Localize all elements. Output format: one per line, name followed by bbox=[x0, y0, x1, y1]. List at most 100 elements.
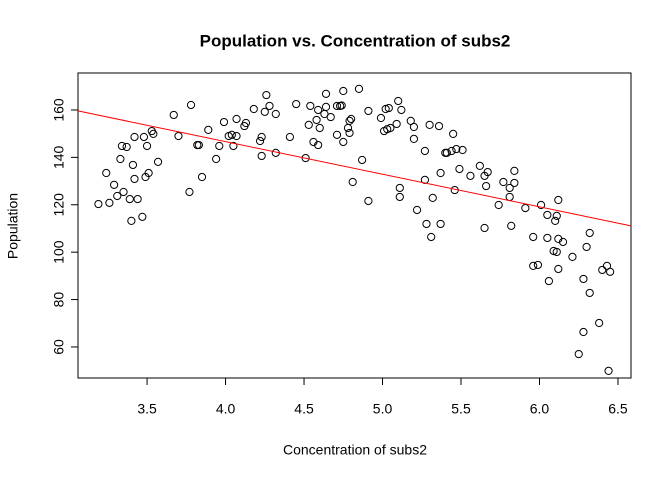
fit-line bbox=[77, 110, 632, 227]
point bbox=[219, 117, 229, 127]
point bbox=[395, 183, 404, 193]
point bbox=[436, 219, 445, 229]
point bbox=[285, 132, 295, 142]
point bbox=[384, 103, 393, 113]
point bbox=[348, 177, 357, 187]
point bbox=[582, 242, 591, 252]
point bbox=[345, 116, 354, 125]
point bbox=[585, 228, 594, 238]
point bbox=[257, 132, 266, 142]
point bbox=[354, 84, 364, 93]
point bbox=[339, 86, 348, 96]
x-tick-label: 6.0 bbox=[530, 401, 550, 417]
point bbox=[449, 129, 458, 139]
y-axis-label: Population bbox=[5, 193, 21, 259]
y-tick-label: 120 bbox=[51, 193, 67, 217]
point bbox=[312, 115, 321, 125]
point bbox=[482, 181, 491, 191]
point bbox=[194, 140, 203, 150]
point bbox=[197, 172, 207, 182]
point bbox=[186, 100, 196, 110]
point bbox=[133, 194, 142, 204]
point bbox=[255, 136, 265, 146]
point bbox=[392, 119, 401, 129]
point bbox=[257, 151, 266, 161]
point bbox=[455, 164, 464, 174]
point bbox=[554, 264, 563, 274]
point bbox=[232, 114, 241, 124]
point bbox=[113, 191, 122, 201]
chart-title: Population vs. Concentration of subs2 bbox=[200, 31, 511, 50]
point bbox=[425, 120, 434, 129]
x-tick-label: 6.5 bbox=[608, 401, 628, 417]
point bbox=[606, 267, 615, 276]
point bbox=[326, 112, 335, 122]
point bbox=[122, 142, 131, 152]
point bbox=[412, 205, 422, 215]
point bbox=[549, 246, 558, 256]
point bbox=[568, 252, 577, 262]
point bbox=[130, 174, 139, 184]
x-tick-label: 4.5 bbox=[294, 401, 314, 417]
point bbox=[130, 132, 139, 142]
point bbox=[536, 200, 546, 210]
point bbox=[185, 187, 194, 197]
point bbox=[304, 120, 313, 129]
point bbox=[174, 131, 183, 141]
point bbox=[552, 211, 561, 221]
y-tick-label: 160 bbox=[51, 98, 67, 122]
point bbox=[376, 113, 386, 123]
point bbox=[128, 160, 138, 170]
point bbox=[386, 123, 395, 133]
point bbox=[510, 178, 519, 188]
point bbox=[105, 198, 114, 207]
point bbox=[427, 232, 436, 242]
point bbox=[227, 130, 236, 139]
point bbox=[260, 107, 269, 116]
point bbox=[458, 145, 467, 155]
point bbox=[138, 212, 147, 221]
point bbox=[598, 265, 607, 275]
point bbox=[466, 171, 475, 180]
point bbox=[364, 196, 373, 206]
point bbox=[505, 192, 514, 202]
point bbox=[306, 101, 315, 111]
point bbox=[139, 132, 149, 142]
point bbox=[321, 102, 331, 111]
point bbox=[347, 114, 356, 124]
point bbox=[533, 260, 543, 270]
point bbox=[241, 118, 251, 128]
point bbox=[149, 129, 158, 139]
point bbox=[314, 105, 323, 115]
point bbox=[212, 154, 221, 164]
x-tick-label: 3.5 bbox=[137, 401, 157, 417]
point bbox=[507, 221, 516, 230]
point bbox=[321, 89, 331, 98]
point bbox=[436, 168, 445, 178]
y-tick-label: 140 bbox=[51, 145, 67, 169]
point bbox=[232, 131, 241, 141]
point bbox=[475, 161, 484, 170]
y-tick-label: 60 bbox=[51, 339, 67, 355]
point bbox=[332, 101, 342, 111]
point bbox=[409, 134, 419, 143]
point bbox=[434, 121, 444, 131]
point bbox=[271, 109, 280, 119]
point bbox=[343, 123, 353, 133]
point bbox=[397, 105, 406, 115]
point bbox=[102, 168, 111, 178]
point bbox=[505, 183, 514, 193]
point bbox=[544, 276, 554, 286]
point bbox=[117, 141, 127, 151]
point bbox=[262, 90, 271, 100]
point bbox=[142, 141, 152, 151]
point bbox=[483, 167, 492, 177]
point bbox=[442, 148, 451, 157]
point bbox=[510, 166, 519, 175]
point bbox=[394, 96, 403, 106]
y-tick-label: 80 bbox=[51, 292, 67, 308]
point bbox=[551, 216, 560, 225]
point bbox=[153, 157, 163, 166]
